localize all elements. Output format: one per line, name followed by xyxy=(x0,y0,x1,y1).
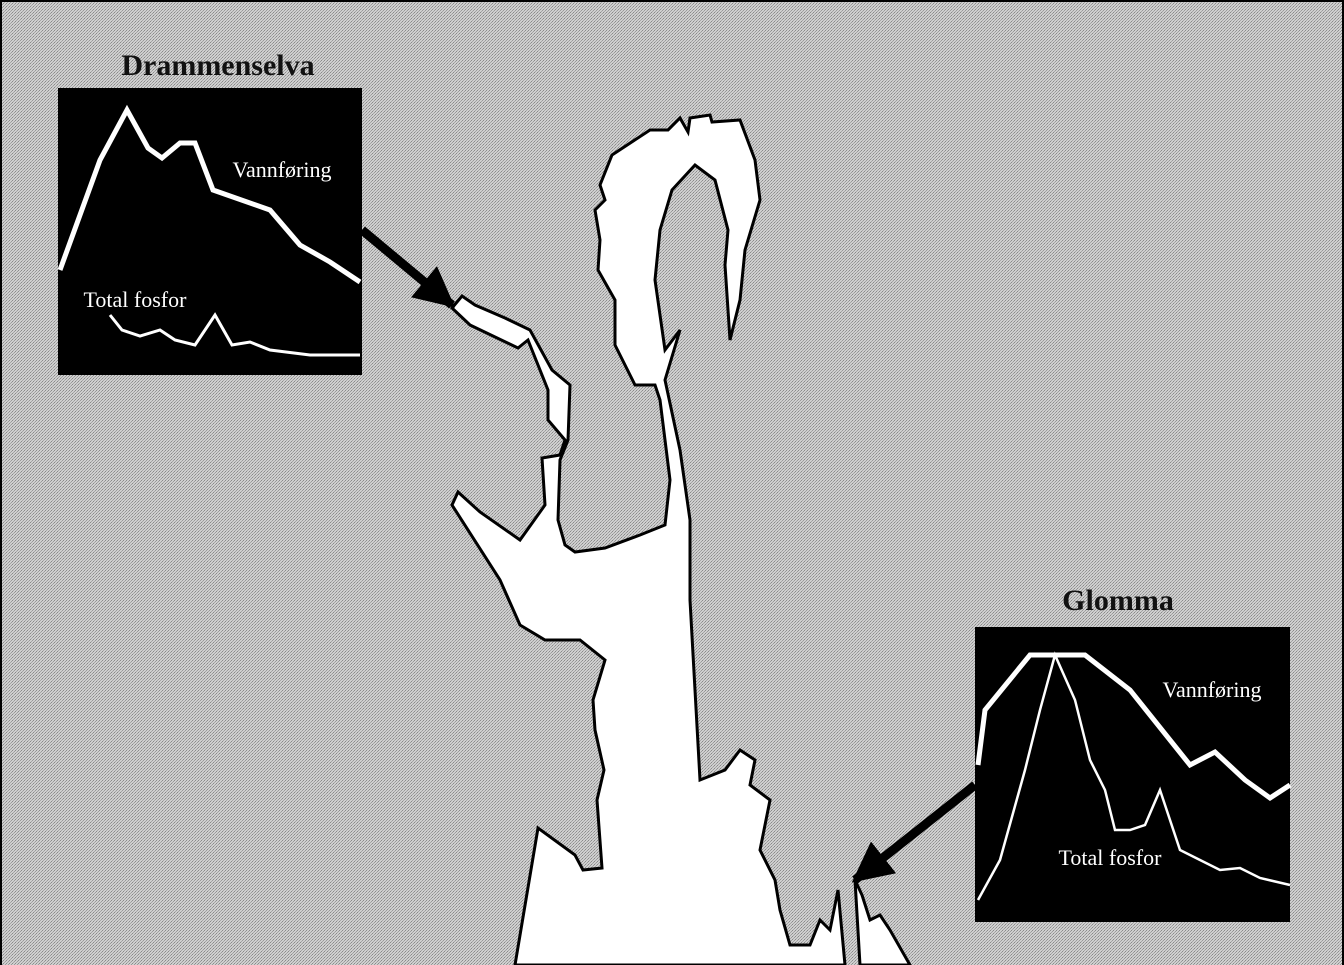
fjord-east xyxy=(853,879,912,965)
pointer-arrow xyxy=(359,226,456,309)
fjord xyxy=(449,113,847,965)
flow-line xyxy=(57,104,362,285)
inset-box xyxy=(58,88,362,375)
pointer-arrow xyxy=(851,781,978,884)
series-label: Vannføring xyxy=(1163,677,1262,702)
series-label: Total fosfor xyxy=(1059,845,1163,870)
series-label: Total fosfor xyxy=(84,287,188,312)
series-label: Vannføring xyxy=(233,157,332,182)
phosphorus-line xyxy=(976,651,1291,901)
phosphorus-line xyxy=(108,312,360,357)
flow-line xyxy=(975,652,1292,802)
inset-title: Glomma xyxy=(1062,584,1174,617)
inset-title: Drammenselva xyxy=(121,49,314,82)
